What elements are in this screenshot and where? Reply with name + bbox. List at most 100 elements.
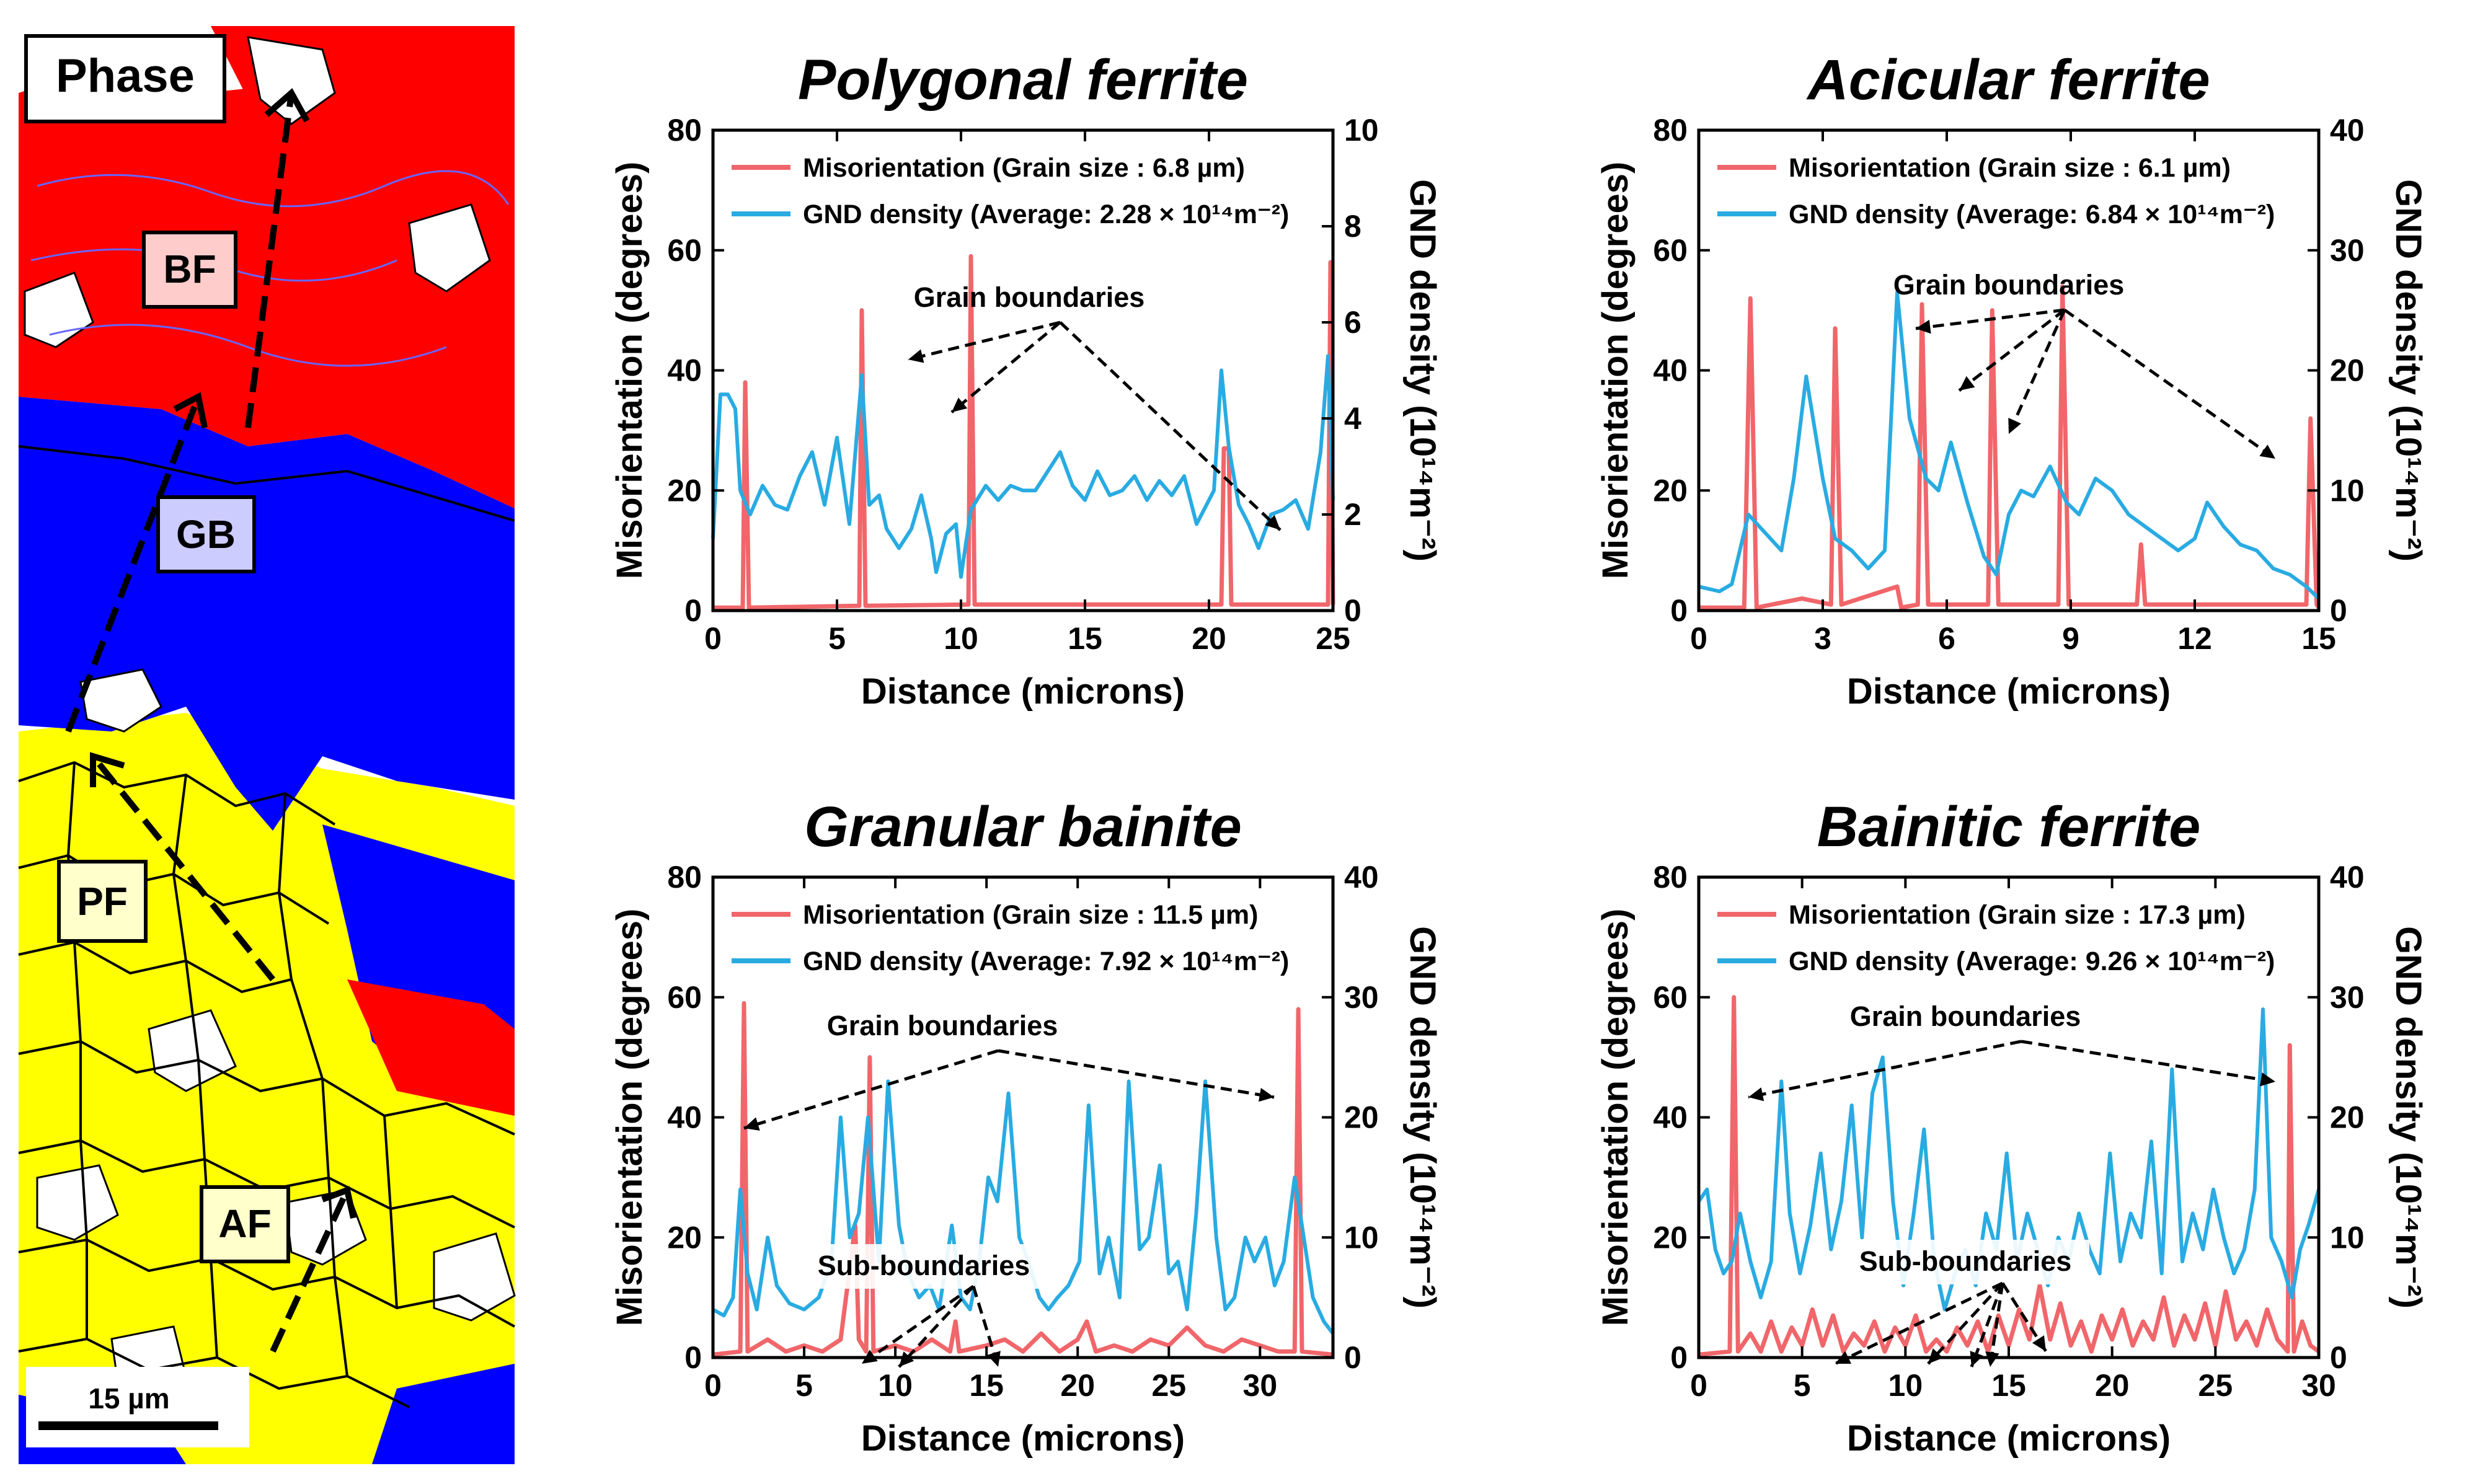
y2-tick-label: 0 — [2330, 593, 2347, 628]
annotation-arrowhead — [1985, 1351, 1999, 1367]
annotation-arrowhead — [2032, 1335, 2046, 1351]
region-bf — [19, 68, 515, 508]
x-axis-label: Distance (microns) — [861, 671, 1185, 712]
chart-title: Acicular ferrite — [1806, 48, 2210, 112]
svg-text:PF: PF — [77, 879, 128, 924]
annotation-label: Grain boundaries — [914, 281, 1145, 313]
y2-axis-label: GND density (10¹⁴m⁻²) — [1402, 179, 1443, 562]
legend-misorientation: Misorientation (Grain size : 17.3 µm) — [1789, 900, 2246, 930]
y2-tick-label: 0 — [2330, 1340, 2347, 1375]
x-axis-label: Distance (microns) — [1847, 1418, 2171, 1459]
x-tick-label: 20 — [1192, 621, 1226, 656]
x-tick-label: 20 — [2095, 1368, 2130, 1403]
x-tick-label: 15 — [2301, 621, 2336, 656]
legend-gnd: GND density (Average: 9.26 × 10¹⁴m⁻²) — [1789, 947, 2275, 976]
gnd-density-line — [1698, 290, 2321, 600]
annotation-arrow — [1834, 1281, 2004, 1366]
y2-tick-label: 10 — [1344, 113, 1379, 148]
y2-tick-label: 30 — [2330, 233, 2365, 268]
legend-gnd: GND density (Average: 6.84 × 10¹⁴m⁻²) — [1789, 200, 2275, 229]
y2-tick-label: 40 — [1344, 860, 1379, 894]
y2-tick-label: 40 — [2330, 860, 2365, 894]
annotation-arrow — [950, 321, 1061, 413]
y-tick-label: 0 — [1670, 593, 1688, 628]
x-tick-label: 15 — [969, 1368, 1004, 1403]
annotation-arrowhead — [987, 1351, 1001, 1367]
y2-tick-label: 20 — [1344, 1100, 1379, 1135]
y-tick-label: 20 — [667, 473, 702, 508]
y2-tick-label: 0 — [1344, 593, 1361, 628]
annotation-arrow — [2007, 309, 2066, 435]
gnd-density-line — [712, 1079, 1335, 1335]
annotation-arrowhead — [1959, 376, 1975, 391]
annotation-arrowhead — [952, 397, 968, 412]
y2-tick-label: 30 — [1344, 980, 1379, 1015]
annotation-arrowhead — [1265, 515, 1280, 530]
annotation-arrowhead — [908, 349, 924, 363]
svg-text:BF: BF — [163, 247, 216, 291]
x-tick-label: 30 — [2301, 1368, 2336, 1403]
annotation-arrow — [1915, 308, 2065, 330]
x-tick-label: 25 — [1316, 621, 1350, 656]
annotation-label: Grain boundaries — [1893, 269, 2125, 301]
annotation-label: Sub-boundaries — [1859, 1245, 2072, 1277]
y-tick-label: 20 — [1653, 1220, 1688, 1255]
x-axis-label: Distance (microns) — [861, 1418, 1185, 1459]
annotation-background — [1848, 1240, 2089, 1284]
y-axis-label: Misorientation (degrees) — [1595, 162, 1636, 580]
legend-gnd: GND density (Average: 2.28 × 10¹⁴m⁻²) — [803, 200, 1289, 229]
misorientation-line — [1699, 284, 2321, 610]
svg-text:AF: AF — [218, 1201, 271, 1246]
chart-title: Bainitic ferrite — [1817, 795, 2201, 859]
annotation-background — [806, 1244, 1048, 1289]
annotation-arrow — [908, 320, 1061, 361]
y-tick-label: 80 — [1653, 113, 1688, 148]
chart-title: Granular bainite — [804, 795, 1242, 859]
y2-tick-label: 6 — [1344, 305, 1361, 340]
annotation-arrow — [1958, 309, 2066, 392]
annotation-arrowhead — [862, 1349, 878, 1364]
misorientation-line — [1698, 995, 2321, 1357]
annotation-arrow — [743, 1049, 999, 1130]
phase-map: Phase BF GB PF AF 15 µm — [18, 26, 516, 1464]
y2-tick-label: 40 — [2330, 113, 2365, 148]
y2-tick-label: 8 — [1344, 209, 1361, 244]
y2-tick-label: 30 — [2330, 980, 2365, 1015]
region-bf-lower — [347, 979, 515, 1116]
phase-label-box: Phase — [24, 34, 226, 123]
x-tick-label: 6 — [1938, 621, 1955, 656]
x-tick-label: 30 — [1243, 1368, 1278, 1403]
y-axis-label: Misorientation (degrees) — [609, 162, 650, 580]
y-tick-label: 80 — [667, 113, 702, 148]
phase-label: Phase — [56, 50, 195, 102]
svg-text:GB: GB — [176, 512, 236, 557]
y2-tick-label: 2 — [1344, 497, 1361, 532]
chart-title: Polygonal ferrite — [798, 48, 1248, 112]
annotation-arrowhead — [1259, 1087, 1274, 1102]
region-gb-bottom-right — [372, 1364, 515, 1464]
y-axis-label: Misorientation (degrees) — [1595, 909, 1636, 1327]
x-tick-label: 0 — [1690, 1368, 1707, 1403]
annotation-label: Grain boundaries — [1850, 1000, 2081, 1032]
x-tick-label: 12 — [2177, 621, 2212, 656]
annotation-arrow — [2021, 1040, 2276, 1084]
y-tick-label: 40 — [1653, 1100, 1688, 1135]
x-tick-label: 10 — [944, 621, 978, 656]
grain-boundaries — [18, 445, 515, 1408]
y2-tick-label: 4 — [1344, 401, 1361, 436]
legend-misorientation: Misorientation (Grain size : 6.8 µm) — [803, 153, 1245, 183]
y-axis-label: Misorientation (degrees) — [609, 909, 650, 1327]
y2-tick-label: 10 — [2330, 1220, 2365, 1255]
annotation-arrow — [1970, 1283, 2004, 1367]
y2-tick-label: 20 — [2330, 353, 2365, 388]
x-tick-label: 9 — [2062, 621, 2079, 656]
y2-tick-label: 20 — [2330, 1100, 2365, 1135]
y-tick-label: 40 — [667, 1100, 702, 1135]
annotation-arrowhead — [2008, 418, 2021, 434]
annotation-arrowhead — [1916, 319, 1931, 334]
annotation-arrowhead — [1835, 1351, 1851, 1364]
misorientation-line — [712, 1000, 1334, 1357]
legend-misorientation: Misorientation (Grain size : 6.1 µm) — [1789, 153, 2231, 183]
map-label-af: AF — [200, 1185, 290, 1263]
